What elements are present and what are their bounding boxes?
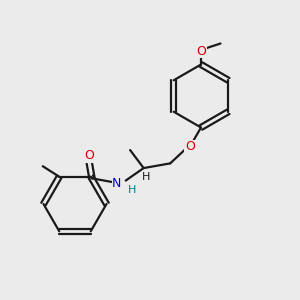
Text: O: O — [185, 140, 195, 154]
Text: O: O — [84, 149, 94, 162]
Text: O: O — [196, 45, 206, 58]
Text: H: H — [142, 172, 150, 182]
Text: H: H — [128, 184, 136, 195]
Text: N: N — [112, 177, 122, 190]
